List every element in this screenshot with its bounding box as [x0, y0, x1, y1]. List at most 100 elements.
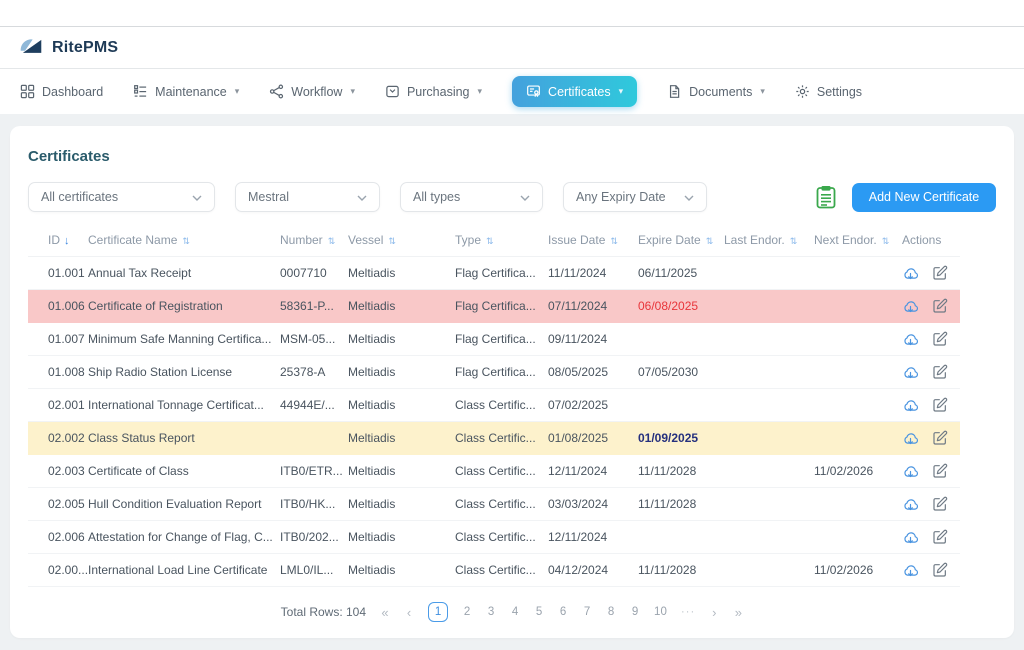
page-button-5[interactable]: 5	[535, 606, 543, 618]
cell-last-endor	[724, 355, 814, 389]
nav-item-purchasing[interactable]: Purchasing ▾	[385, 84, 482, 99]
table-row[interactable]: 01.007 Minimum Safe Manning Certifica...…	[28, 322, 960, 356]
cell-type: Class Certific...	[455, 553, 548, 587]
edit-certificate-icon[interactable]	[932, 397, 948, 413]
download-certificate-icon[interactable]	[902, 430, 919, 447]
edit-certificate-icon[interactable]	[932, 430, 948, 446]
sort-icon: ⇅	[789, 236, 798, 246]
page-button-6[interactable]: 6	[559, 606, 567, 618]
cell-expire-date	[638, 520, 724, 554]
certificate-filter-select[interactable]: All certificates	[28, 182, 215, 212]
table-row[interactable]: 02.003 Certificate of Class ITB0/ETR... …	[28, 454, 960, 488]
page-button-9[interactable]: 9	[631, 606, 639, 618]
page-button-3[interactable]: 3	[487, 606, 495, 618]
column-label: Next Endor.	[814, 233, 877, 247]
edit-certificate-icon[interactable]	[932, 364, 948, 380]
cell-vessel: Meltiadis	[348, 487, 455, 521]
page-prev-button[interactable]: ‹	[406, 604, 412, 620]
cell-issue-date: 04/12/2024	[548, 553, 638, 587]
edit-certificate-icon[interactable]	[932, 331, 948, 347]
column-header-next-endor[interactable]: Next Endor. ⇅	[814, 224, 902, 257]
select-value: All certificates	[41, 190, 119, 204]
edit-certificate-icon[interactable]	[932, 298, 948, 314]
cell-number: ITB0/ETR...	[280, 454, 348, 488]
page-button-4[interactable]: 4	[511, 606, 519, 618]
download-certificate-icon[interactable]	[902, 463, 919, 480]
select-value: All types	[413, 190, 461, 204]
cell-next-endor: 11/02/2026	[814, 454, 902, 488]
nav-label: Certificates	[548, 84, 611, 99]
nav-item-dashboard[interactable]: Dashboard	[20, 84, 103, 99]
cell-issue-date: 07/02/2025	[548, 388, 638, 422]
table-row[interactable]: 01.008 Ship Radio Station License 25378-…	[28, 355, 960, 389]
cell-id: 01.006	[28, 289, 88, 323]
page-next-button[interactable]: ›	[712, 604, 717, 620]
column-header-vessel[interactable]: Vessel ⇅	[348, 224, 455, 257]
table-row[interactable]: 02.002 Class Status Report Meltiadis Cla…	[28, 421, 960, 455]
nav-item-maintenance[interactable]: Maintenance ▾	[133, 84, 239, 99]
cell-vessel: Meltiadis	[348, 256, 455, 290]
table-row[interactable]: 01.006 Certificate of Registration 58361…	[28, 289, 960, 323]
edit-certificate-icon[interactable]	[932, 529, 948, 545]
cell-vessel: Meltiadis	[348, 421, 455, 455]
nav-item-workflow[interactable]: Workflow ▾	[269, 84, 355, 99]
nav-item-documents[interactable]: Documents ▾	[667, 84, 765, 99]
nav-item-settings[interactable]: Settings	[795, 84, 862, 99]
download-certificate-icon[interactable]	[902, 529, 919, 546]
table-row[interactable]: 02.00... International Load Line Certifi…	[28, 553, 960, 587]
column-header-id[interactable]: ID ↓	[28, 224, 88, 257]
nav-item-certificates[interactable]: Certificates ▾	[512, 76, 638, 107]
page-button-7[interactable]: 7	[583, 606, 591, 618]
cell-vessel: Meltiadis	[348, 520, 455, 554]
cell-id: 01.001	[28, 256, 88, 290]
table-row[interactable]: 02.001 International Tonnage Certificat.…	[28, 388, 960, 422]
cell-number: ITB0/202...	[280, 520, 348, 554]
certificates-card: Certificates All certificates Mestral Al…	[10, 126, 1014, 638]
download-certificate-icon[interactable]	[902, 331, 919, 348]
cell-type: Class Certific...	[455, 520, 548, 554]
table-row[interactable]: 01.001 Annual Tax Receipt 0007710 Meltia…	[28, 256, 960, 290]
cell-number: MSM-05...	[280, 322, 348, 356]
page-button-2[interactable]: 2	[463, 606, 471, 618]
download-certificate-icon[interactable]	[902, 496, 919, 513]
vessel-filter-select[interactable]: Mestral	[235, 182, 380, 212]
download-certificate-icon[interactable]	[902, 298, 919, 315]
cell-actions	[902, 487, 960, 521]
cell-expire-date: 06/11/2025	[638, 256, 724, 290]
add-new-certificate-button[interactable]: Add New Certificate	[852, 182, 996, 212]
cell-certificate-name: Class Status Report	[88, 421, 280, 455]
brand-name: RitePMS	[52, 38, 119, 56]
table-row[interactable]: 02.005 Hull Condition Evaluation Report …	[28, 487, 960, 521]
edit-certificate-icon[interactable]	[932, 562, 948, 578]
table-row[interactable]: 02.006 Attestation for Change of Flag, C…	[28, 520, 960, 554]
expiry-date-filter-select[interactable]: Any Expiry Date	[563, 182, 707, 212]
cell-actions	[902, 256, 960, 290]
edit-certificate-icon[interactable]	[932, 463, 948, 479]
page-button-1[interactable]: 1	[428, 602, 449, 622]
column-header-issue-date[interactable]: Issue Date ⇅	[548, 224, 638, 257]
cell-certificate-name: Attestation for Change of Flag, C...	[88, 520, 280, 554]
chevron-down-icon	[684, 190, 694, 204]
column-header-expire-date[interactable]: Expire Date ⇅	[638, 224, 724, 257]
edit-certificate-icon[interactable]	[932, 496, 948, 512]
column-label: Number	[280, 233, 323, 247]
cell-last-endor	[724, 520, 814, 554]
column-header-certificate-name[interactable]: Certificate Name ⇅	[88, 224, 280, 257]
cell-number: 0007710	[280, 256, 348, 290]
download-certificate-icon[interactable]	[902, 397, 919, 414]
edit-certificate-icon[interactable]	[932, 265, 948, 281]
export-spreadsheet-icon[interactable]	[816, 185, 836, 209]
page-button-8[interactable]: 8	[607, 606, 615, 618]
download-certificate-icon[interactable]	[902, 562, 919, 579]
column-header-last-endor[interactable]: Last Endor. ⇅	[724, 224, 814, 257]
page-first-button[interactable]: «	[381, 604, 389, 620]
cell-type: Flag Certifica...	[455, 256, 548, 290]
column-header-type[interactable]: Type ⇅	[455, 224, 548, 257]
column-header-number[interactable]: Number ⇅	[280, 224, 348, 257]
download-certificate-icon[interactable]	[902, 364, 919, 381]
sort-icon: ⇅	[327, 236, 336, 246]
page-button-10[interactable]: 10	[654, 606, 667, 618]
type-filter-select[interactable]: All types	[400, 182, 543, 212]
page-last-button[interactable]: »	[734, 604, 742, 620]
download-certificate-icon[interactable]	[902, 265, 919, 282]
